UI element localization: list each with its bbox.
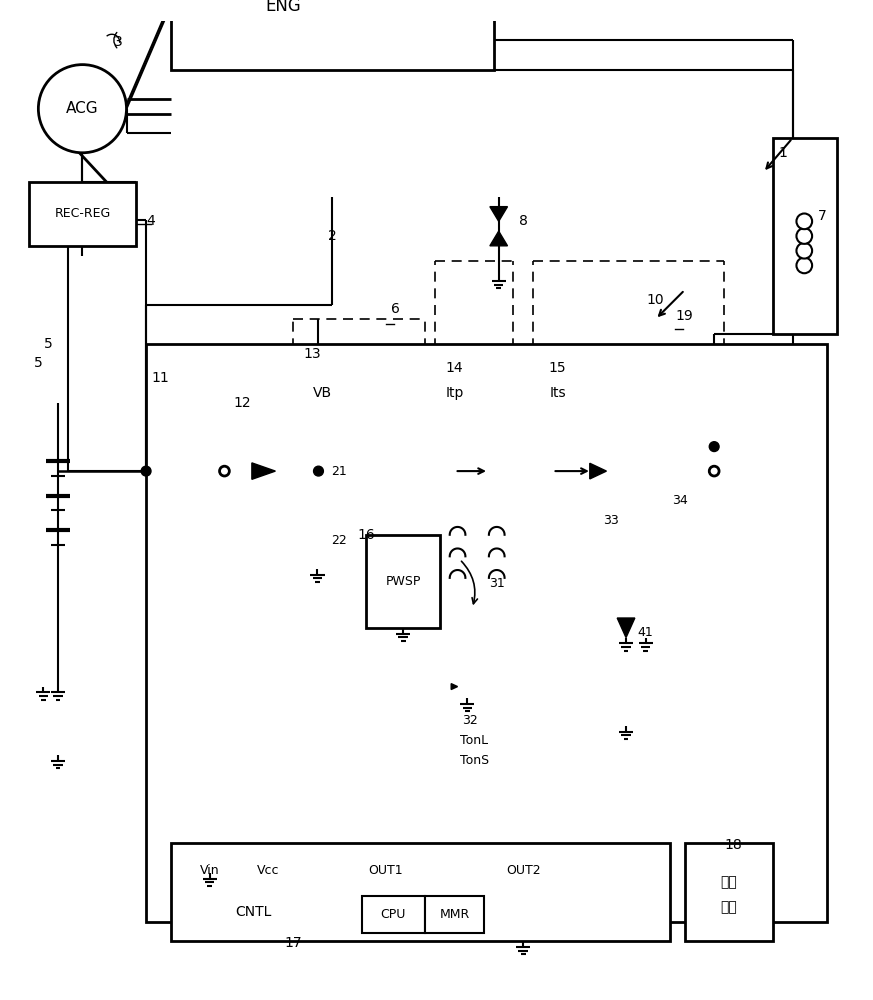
Text: OUT2: OUT2: [505, 864, 540, 877]
Text: 5: 5: [34, 356, 43, 370]
Circle shape: [796, 228, 812, 244]
Text: 电路: 电路: [720, 900, 737, 914]
Text: ENG: ENG: [266, 0, 301, 15]
Bar: [361, 896, 425, 933]
Text: 13: 13: [304, 347, 321, 361]
Text: 3: 3: [114, 35, 123, 49]
Bar: [367, 535, 440, 628]
Text: 7: 7: [817, 209, 826, 223]
Circle shape: [796, 258, 812, 273]
Polygon shape: [252, 463, 275, 479]
Text: CPU: CPU: [381, 908, 406, 921]
Bar: [29, 182, 136, 246]
Text: ACG: ACG: [66, 101, 99, 116]
Polygon shape: [490, 231, 507, 246]
Polygon shape: [451, 684, 457, 690]
Bar: [170, 843, 670, 941]
Text: CNTL: CNTL: [236, 905, 272, 919]
Polygon shape: [490, 207, 507, 221]
Polygon shape: [617, 618, 635, 638]
Text: 12: 12: [233, 396, 251, 410]
Text: MMR: MMR: [439, 908, 470, 921]
Text: 10: 10: [647, 293, 664, 307]
Text: 16: 16: [358, 528, 375, 542]
Text: 22: 22: [331, 534, 347, 547]
Circle shape: [219, 466, 230, 476]
Circle shape: [796, 243, 812, 259]
Text: TonL: TonL: [460, 734, 488, 747]
Text: PWSP: PWSP: [386, 575, 421, 588]
Bar: [773, 138, 836, 334]
Bar: [170, 0, 494, 70]
Polygon shape: [590, 463, 607, 479]
Text: 41: 41: [638, 626, 654, 639]
Text: 1: 1: [779, 146, 787, 160]
Text: 15: 15: [548, 361, 567, 375]
Text: 17: 17: [285, 936, 302, 950]
Text: 34: 34: [672, 494, 688, 507]
Text: 时钟: 时钟: [720, 875, 737, 889]
Text: 19: 19: [676, 309, 694, 323]
Text: TonS: TonS: [460, 754, 489, 767]
Text: 21: 21: [331, 465, 347, 478]
Bar: [146, 344, 827, 922]
Circle shape: [141, 466, 151, 476]
Circle shape: [709, 442, 719, 452]
Text: 14: 14: [446, 361, 464, 375]
Text: Its: Its: [549, 386, 566, 400]
Text: 11: 11: [152, 371, 169, 385]
Bar: [684, 843, 773, 941]
Text: Vcc: Vcc: [258, 864, 279, 877]
Circle shape: [313, 466, 323, 476]
Text: 33: 33: [603, 514, 619, 527]
Circle shape: [709, 466, 719, 476]
Text: 32: 32: [463, 714, 478, 727]
Circle shape: [38, 65, 127, 153]
Text: 2: 2: [328, 229, 337, 243]
Circle shape: [709, 466, 719, 476]
Text: 4: 4: [147, 214, 155, 228]
Text: 31: 31: [489, 577, 505, 590]
Text: 5: 5: [44, 337, 52, 351]
Text: OUT1: OUT1: [368, 864, 403, 877]
Text: VB: VB: [313, 386, 332, 400]
Text: 6: 6: [391, 302, 401, 316]
Bar: [425, 896, 484, 933]
Text: REC-REG: REC-REG: [54, 207, 111, 220]
Text: 18: 18: [725, 838, 743, 852]
Text: Vin: Vin: [200, 864, 220, 877]
Text: 8: 8: [519, 214, 527, 228]
Text: Itp: Itp: [445, 386, 464, 400]
Circle shape: [796, 214, 812, 229]
